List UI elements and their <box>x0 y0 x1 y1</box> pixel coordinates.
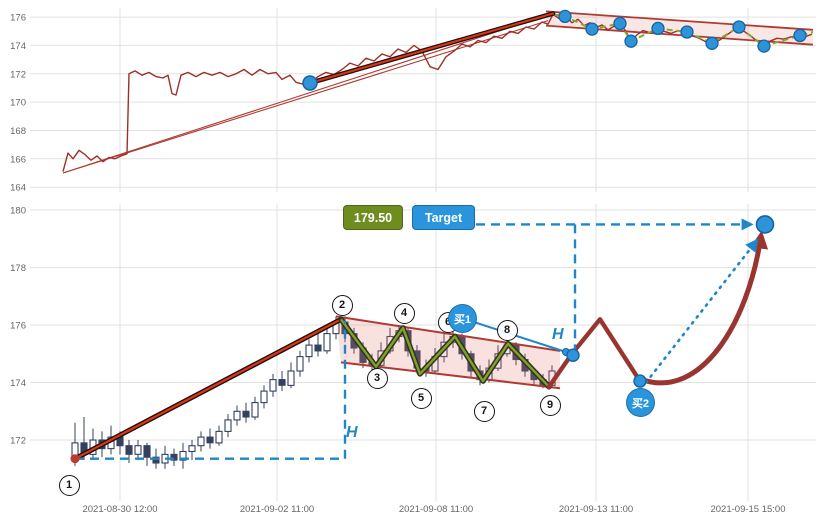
top-channel-dot[interactable] <box>558 9 572 24</box>
candle-body <box>287 370 295 386</box>
candle-body <box>242 410 250 418</box>
top-y-tick-label: 174 <box>10 41 26 52</box>
candle-body <box>296 356 304 372</box>
projection-zigzag <box>546 317 643 389</box>
bottom-y-tick-label: 180 <box>10 206 26 217</box>
top-channel-dot[interactable] <box>651 21 665 36</box>
pattern-start-dot[interactable] <box>70 454 80 464</box>
top-y-tick-label: 176 <box>10 13 26 24</box>
bottom-y-tick-label: 174 <box>10 378 26 389</box>
pattern-marker-8: 8 <box>496 319 518 341</box>
x-tick-label: 2021-08-30 12:00 <box>82 504 157 515</box>
buy1-pointer-line <box>473 321 567 353</box>
top-y-tick-label: 168 <box>10 126 26 137</box>
pattern-marker-9: 9 <box>539 394 561 416</box>
top-y-tick-label: 164 <box>10 183 26 194</box>
candle-body <box>233 410 241 421</box>
top-channel-fill <box>546 11 813 45</box>
candle-body <box>143 445 151 458</box>
x-tick-label: 2021-09-02 11:00 <box>240 504 314 515</box>
candle-body <box>314 344 322 352</box>
candle-body <box>179 450 187 461</box>
target-badge[interactable]: Target <box>412 205 475 230</box>
top-wedge-line <box>62 12 554 174</box>
top-channel-dot[interactable] <box>757 39 771 53</box>
top-channel-line <box>545 10 814 31</box>
pattern-marker-1: 1 <box>58 474 80 496</box>
target-dot[interactable] <box>755 215 775 234</box>
top-channel-dot[interactable] <box>624 34 638 48</box>
target-height-label: H <box>552 326 564 343</box>
breakout-dot[interactable] <box>566 348 580 362</box>
top-y-tick-label: 172 <box>10 69 26 80</box>
top-channel-dot[interactable] <box>793 28 807 43</box>
top-y-tick-label: 166 <box>10 154 26 165</box>
flag-channel-line <box>335 315 561 352</box>
candle-body <box>260 390 268 404</box>
buy2-target-arrow <box>644 238 759 384</box>
candle-body <box>206 436 214 444</box>
bottom-y-tick-label: 176 <box>10 321 26 332</box>
pattern-marker-2: 2 <box>331 294 353 316</box>
candle-body <box>152 456 160 464</box>
candle-body <box>188 445 196 453</box>
buy2-marker[interactable]: 买2 <box>626 388 655 417</box>
top-channel-dot[interactable] <box>732 20 746 34</box>
pattern-marker-5: 5 <box>410 387 432 409</box>
target-price-badge[interactable]: 179.50 <box>343 205 403 230</box>
top-channel-dot[interactable] <box>680 25 694 39</box>
buy1-marker[interactable]: 买1 <box>448 304 477 333</box>
top-channel-dot[interactable] <box>613 16 627 31</box>
projection-curve-arrow <box>641 230 769 386</box>
top-channel-dot[interactable] <box>585 22 599 36</box>
candle-body <box>278 379 286 386</box>
candle-body <box>269 379 277 392</box>
x-tick-label: 2021-09-13 11:00 <box>559 504 633 515</box>
candle-body <box>251 402 259 418</box>
flag-zigzag <box>340 318 550 388</box>
bottom-y-tick-label: 172 <box>10 436 26 447</box>
pattern-marker-3: 3 <box>366 367 388 389</box>
candle-body <box>224 419 232 432</box>
pole-trend-line <box>73 318 343 460</box>
candle-body <box>170 453 178 461</box>
candle-body <box>197 436 205 447</box>
top-channel-dot[interactable] <box>705 36 719 50</box>
x-tick-label: 2021-09-15 15:00 <box>710 504 785 515</box>
x-tick-label: 2021-09-08 11:00 <box>399 504 473 515</box>
bottom-y-tick-label: 178 <box>10 263 26 274</box>
candle-body <box>323 333 331 352</box>
buy2-dot[interactable] <box>633 374 647 388</box>
top-trend-start-dot[interactable] <box>302 75 318 91</box>
flag-channel-fill <box>336 316 560 389</box>
pole-height-label: H <box>346 424 358 441</box>
pattern-marker-4: 4 <box>393 302 415 324</box>
candle-body <box>134 445 142 455</box>
candle-body <box>125 445 133 455</box>
top-trend-line <box>309 12 554 84</box>
top-y-tick-label: 170 <box>10 98 26 109</box>
top-zigzag-line <box>552 13 814 48</box>
pattern-marker-7: 7 <box>473 400 495 422</box>
candle-body <box>215 430 223 444</box>
candle-body <box>305 344 313 358</box>
